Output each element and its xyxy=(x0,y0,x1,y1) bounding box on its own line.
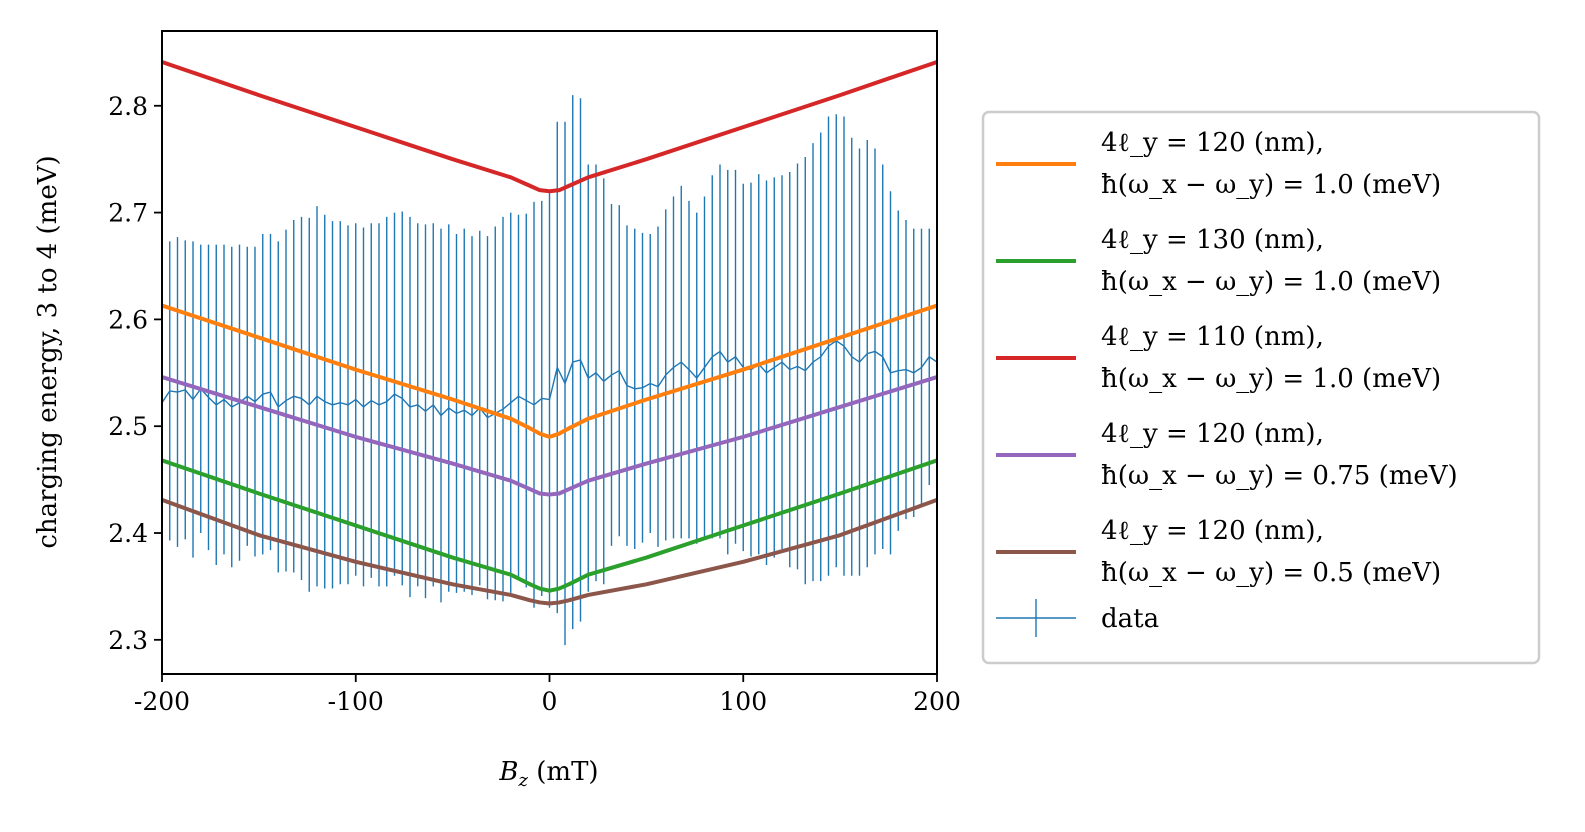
legend-label-line: 4ℓ_y = 120 (nm), xyxy=(1101,419,1324,449)
series-line-4 xyxy=(162,375,937,497)
x-tick-label: 0 xyxy=(542,687,558,716)
legend-label-line: 4ℓ_y = 110 (nm), xyxy=(1101,322,1324,352)
series-line-1 xyxy=(162,303,937,439)
legend-item-3: 4ℓ_y = 110 (nm), ħ(ω_x − ω_y) = 1.0 (meV) xyxy=(996,322,1441,394)
legend-label-line: 4ℓ_y = 130 (nm), xyxy=(1101,225,1324,255)
y-tick-label: 2.7 xyxy=(108,199,148,228)
data-line xyxy=(162,339,937,419)
x-axis-label: Bz (mT) xyxy=(498,757,598,791)
legend-label-line: ħ(ω_x − ω_y) = 0.75 (meV) xyxy=(1101,461,1458,491)
series-line-3 xyxy=(162,60,937,194)
x-tick-label: -200 xyxy=(134,687,190,716)
legend-items: 4ℓ_y = 120 (nm), ħ(ω_x − ω_y) = 1.0 (meV)… xyxy=(996,128,1458,637)
y-tick-label: 2.4 xyxy=(108,519,148,548)
legend-item-1: 4ℓ_y = 120 (nm), ħ(ω_x − ω_y) = 1.0 (meV) xyxy=(996,128,1441,200)
legend-label-line: ħ(ω_x − ω_y) = 1.0 (meV) xyxy=(1101,364,1441,394)
legend-item-4: 4ℓ_y = 120 (nm), ħ(ω_x − ω_y) = 0.75 (meV… xyxy=(996,419,1458,491)
legend-item-2: 4ℓ_y = 130 (nm), ħ(ω_x − ω_y) = 1.0 (meV) xyxy=(996,225,1441,297)
y-tick-label: 2.6 xyxy=(108,305,148,334)
y-tick-label: 2.8 xyxy=(108,92,148,121)
y-axis-label: charging energy, 3 to 4 (meV) xyxy=(33,155,63,548)
y-tick-label: 2.5 xyxy=(108,412,148,441)
series-line-5 xyxy=(162,498,937,606)
legend-label-data: data xyxy=(1101,604,1159,634)
legend-label-line: 4ℓ_y = 120 (nm), xyxy=(1101,128,1324,158)
x-tick-label: 200 xyxy=(913,687,961,716)
legend-label-line: ħ(ω_x − ω_y) = 1.0 (meV) xyxy=(1101,170,1441,200)
x-tick-label: -100 xyxy=(328,687,384,716)
legend: 4ℓ_y = 120 (nm), ħ(ω_x − ω_y) = 1.0 (meV)… xyxy=(981,110,1541,665)
legend-item-data: data xyxy=(996,599,1159,637)
x-tick-label: 100 xyxy=(719,687,767,716)
legend-frame xyxy=(981,110,1541,665)
legend-label-line: ħ(ω_x − ω_y) = 0.5 (meV) xyxy=(1101,558,1441,588)
legend-item-5: 4ℓ_y = 120 (nm), ħ(ω_x − ω_y) = 0.5 (meV) xyxy=(996,516,1441,588)
legend-label-line: ħ(ω_x − ω_y) = 1.0 (meV) xyxy=(1101,267,1441,297)
plot-area xyxy=(161,30,938,675)
series-line-2 xyxy=(162,458,937,593)
data-line-group xyxy=(162,339,937,419)
x-axis-ticks: -200 -100 0 100 200 xyxy=(134,674,961,716)
data-errorbars xyxy=(162,95,937,646)
model-series-lines xyxy=(162,60,937,606)
legend-label-line: 4ℓ_y = 120 (nm), xyxy=(1101,516,1324,546)
y-tick-label: 2.3 xyxy=(108,626,148,655)
y-axis-ticks: 2.3 2.4 2.5 2.6 2.7 2.8 xyxy=(108,92,162,655)
